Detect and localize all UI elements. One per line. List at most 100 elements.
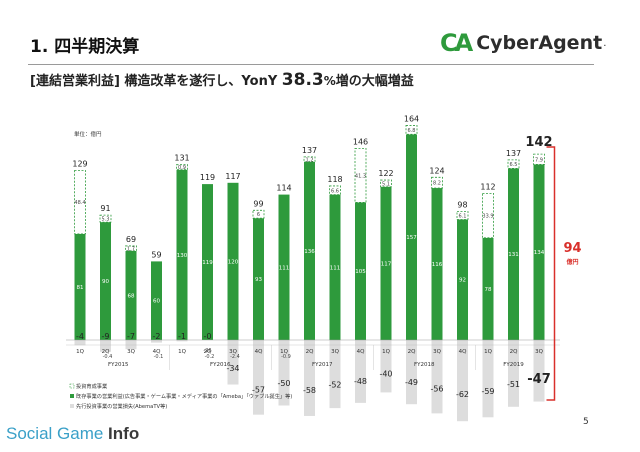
existing-value-label: 131 [508, 252, 519, 258]
investment-bar [533, 153, 545, 165]
loss-label: -34 [226, 364, 239, 373]
loss-label: -49 [405, 378, 418, 387]
loss-bar [457, 340, 468, 422]
quarter-tick-label: 3Q [229, 349, 237, 355]
existing-bar [151, 261, 162, 340]
legend-label: 投資育成事業 [76, 382, 107, 390]
quarter-tick-label: 1Q [178, 349, 186, 355]
loss-bar [125, 340, 137, 350]
loss-bar [151, 340, 162, 343]
loss-label: -52 [328, 381, 341, 390]
investment-bar [456, 211, 469, 220]
small-loss-label: -26 [203, 348, 211, 354]
loss-bar [74, 340, 86, 346]
header-divider [28, 64, 594, 65]
loss-label: -40 [379, 370, 392, 379]
fiscal-year-label: FY2018 [414, 362, 435, 368]
investment-bar [176, 164, 188, 171]
subtitle-growth-value: 38.3 [281, 70, 324, 90]
investment-label: 5.3 [102, 217, 110, 223]
loss-bar [533, 340, 545, 402]
total-label: 146 [353, 137, 368, 146]
quarter-tick-label: 1Q [484, 349, 492, 355]
existing-bar [227, 182, 239, 340]
investment-label: 6.8 [408, 128, 416, 134]
existing-bar [533, 164, 545, 340]
existing-value-label: 130 [177, 253, 188, 259]
total-label: 91 [100, 204, 110, 213]
total-label: 59 [151, 250, 161, 259]
total-label: 114 [276, 184, 291, 193]
existing-bar [100, 222, 111, 340]
loss-label: -51 [507, 380, 520, 389]
existing-value-label: 111 [330, 265, 341, 271]
quarter-tick-label: 2Q [408, 349, 416, 355]
fiscal-year-label: FY2019 [503, 362, 524, 368]
total-label: 99 [253, 199, 263, 208]
loss-label: -50 [277, 379, 290, 388]
loss-bar [482, 340, 494, 418]
existing-bar [329, 194, 341, 340]
existing-bar [380, 186, 392, 340]
small-loss-label: -0.1 [154, 354, 164, 360]
existing-bar [457, 219, 468, 340]
total-label: 164 [404, 114, 419, 123]
subtitle-suffix: 増の大幅増益 [335, 74, 414, 89]
investment-label: 0.9 [178, 165, 186, 171]
quarter-tick-label: 4Q [255, 349, 263, 355]
loss-bar [329, 340, 341, 409]
legend-swatch [70, 394, 74, 398]
loss-label: -9 [102, 332, 110, 341]
existing-value-label: 117 [381, 261, 392, 267]
loss-bar [406, 340, 417, 405]
loss-label: -62 [456, 390, 469, 399]
quarter-tick-label: 3Q [433, 349, 441, 355]
investment-bar [507, 159, 520, 169]
loss-bar [355, 340, 366, 403]
fiscal-year-label: FY2017 [312, 362, 333, 368]
loss-bar [227, 340, 239, 385]
existing-value-label: 120 [228, 259, 239, 265]
quarter-tick-label: 2Q [510, 349, 518, 355]
subtitle-text: 構造改革を遂行し、YonY [124, 74, 278, 89]
total-label: 117 [225, 172, 240, 181]
existing-bar [74, 233, 86, 340]
existing-bar [202, 184, 213, 340]
unit-label: 単位：億円 [74, 130, 102, 138]
loss-bar [431, 340, 443, 414]
highlight-result-value: 94 [563, 241, 581, 256]
total-label: 69 [126, 235, 136, 244]
loss-label: -59 [481, 387, 494, 396]
investment-label: 6 [257, 212, 260, 218]
investment-bar [252, 209, 265, 219]
quarter-tick-label: 2Q [102, 349, 110, 355]
investment-bar [354, 147, 367, 203]
investment-label: 33.9 [482, 214, 493, 220]
total-label: 122 [378, 169, 393, 178]
legend-label: 既存事業の営業利益(広告事業・ゲーム事業・メディア事業の「Ameba」「ウァブル… [76, 392, 292, 400]
watermark: Social Game Info [6, 424, 139, 444]
existing-value-label: 136 [304, 249, 315, 255]
loss-bar [380, 340, 392, 393]
loss-label: -0 [204, 332, 212, 341]
existing-value-label: 92 [459, 278, 466, 284]
quarter-tick-label: 4Q [459, 349, 467, 355]
investment-label: 6.1 [459, 213, 467, 219]
logo-text: CyberAgent [476, 32, 603, 54]
total-label: 118 [327, 175, 342, 184]
total-label: 98 [457, 200, 467, 209]
watermark-part1: Social Game [6, 424, 109, 443]
total-label: 131 [174, 154, 189, 163]
quarter-tick-label: 3Q [127, 349, 135, 355]
investment-label: 6.5 [510, 162, 518, 168]
loss-label: -57 [252, 385, 265, 394]
existing-value-label: 157 [406, 235, 417, 241]
existing-value-label: 93 [255, 277, 262, 283]
watermark-part2: Info [108, 424, 140, 443]
existing-bar [406, 134, 417, 340]
page-number: 5 [583, 417, 589, 427]
quarter-tick-label: 3Q [331, 349, 339, 355]
existing-bar [304, 161, 315, 340]
loss-label: -7 [127, 332, 135, 341]
